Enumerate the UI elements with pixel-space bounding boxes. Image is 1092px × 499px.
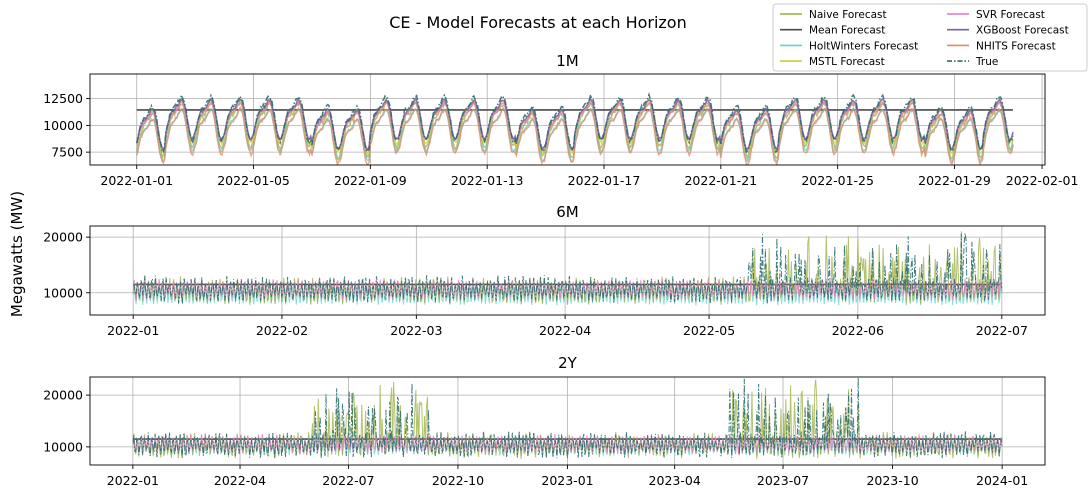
panel-6m: 6M 2022-01 2022-02 2022-03 2022-04 2022-05 202… <box>43 203 1046 338</box>
series-naive-forecast <box>132 231 1003 305</box>
x-tick-label: 2022-01-13 <box>451 173 524 188</box>
legend-box <box>772 3 1088 72</box>
legend: Naive Forecast SVR Forecast Mean Forecast X… <box>772 3 1088 72</box>
series-true <box>132 377 1003 459</box>
x-tick-label: 2022-01-17 <box>568 173 641 188</box>
x-tick-label: 2022-01 <box>107 473 159 488</box>
legend-label: Naive Forecast <box>809 9 887 21</box>
x-tick-label: 2022-03 <box>390 323 442 338</box>
figure-ylabel: Megawatts (MW) <box>8 191 26 317</box>
x-tick-label: 2022-05 <box>683 323 735 338</box>
x-tick-label: 2022-07 <box>976 323 1028 338</box>
axes-frame <box>89 225 1046 316</box>
x-tick-label: 2022-04 <box>214 473 266 488</box>
x-tick-label: 2022-01 <box>107 323 159 338</box>
panel-title: 2Y <box>558 354 578 372</box>
legend-label: Mean Forecast <box>809 25 885 37</box>
x-tick-label: 2022-02-01 <box>1006 173 1079 188</box>
x-tick-label: 2023-04 <box>649 473 701 488</box>
x-tick-label: 2022-02 <box>256 323 308 338</box>
series-true <box>132 233 1003 304</box>
panel-2y: 2Y 2022-01 2022-04 2022-07 2022-10 2023-01 202… <box>43 354 1046 488</box>
panel-title: 1M <box>556 52 579 70</box>
y-tick-label: 12500 <box>43 91 83 106</box>
y-tick-label: 10000 <box>43 118 83 133</box>
x-tick-label: 2022-01-21 <box>684 173 757 188</box>
y-tick-label: 10000 <box>43 439 83 454</box>
legend-label: HoltWinters Forecast <box>809 40 918 52</box>
y-tick-label: 10000 <box>43 285 83 300</box>
x-tick-label: 2023-07 <box>757 473 809 488</box>
legend-label: True <box>975 56 998 68</box>
series-true <box>135 91 1014 154</box>
x-tick-label: 2022-01-09 <box>334 173 407 188</box>
y-tick-label: 20000 <box>43 388 83 403</box>
x-tick-label: 2023-01 <box>541 473 593 488</box>
x-tick-label: 2022-01-25 <box>801 173 874 188</box>
x-tick-label: 2022-06 <box>832 323 884 338</box>
x-tick-label: 2022-01-05 <box>217 173 290 188</box>
series-nhits-forecast <box>135 105 1014 165</box>
x-tick-label: 2024-01 <box>976 473 1028 488</box>
x-tick-label: 2022-07 <box>322 473 374 488</box>
x-tick-label: 2022-01-29 <box>918 173 991 188</box>
axes-frame <box>89 73 1046 166</box>
legend-label: XGBoost Forecast <box>976 25 1069 37</box>
x-tick-label: 2022-10 <box>432 473 484 488</box>
figure-title: CE - Model Forecasts at each Horizon <box>389 13 686 32</box>
panel-1m: 1M 2022-01-01 2022-01-05 2022-01-09 2022-01-… <box>43 52 1078 188</box>
y-tick-label: 7500 <box>51 145 83 160</box>
x-tick-label: 2023-10 <box>866 473 918 488</box>
legend-label: SVR Forecast <box>976 9 1045 21</box>
y-tick-label: 20000 <box>43 230 83 245</box>
x-tick-label: 2022-04 <box>539 323 591 338</box>
panel-title: 6M <box>556 203 579 221</box>
legend-label: NHITS Forecast <box>976 40 1056 52</box>
legend-label: MSTL Forecast <box>809 56 885 68</box>
x-tick-label: 2022-01-01 <box>100 173 173 188</box>
